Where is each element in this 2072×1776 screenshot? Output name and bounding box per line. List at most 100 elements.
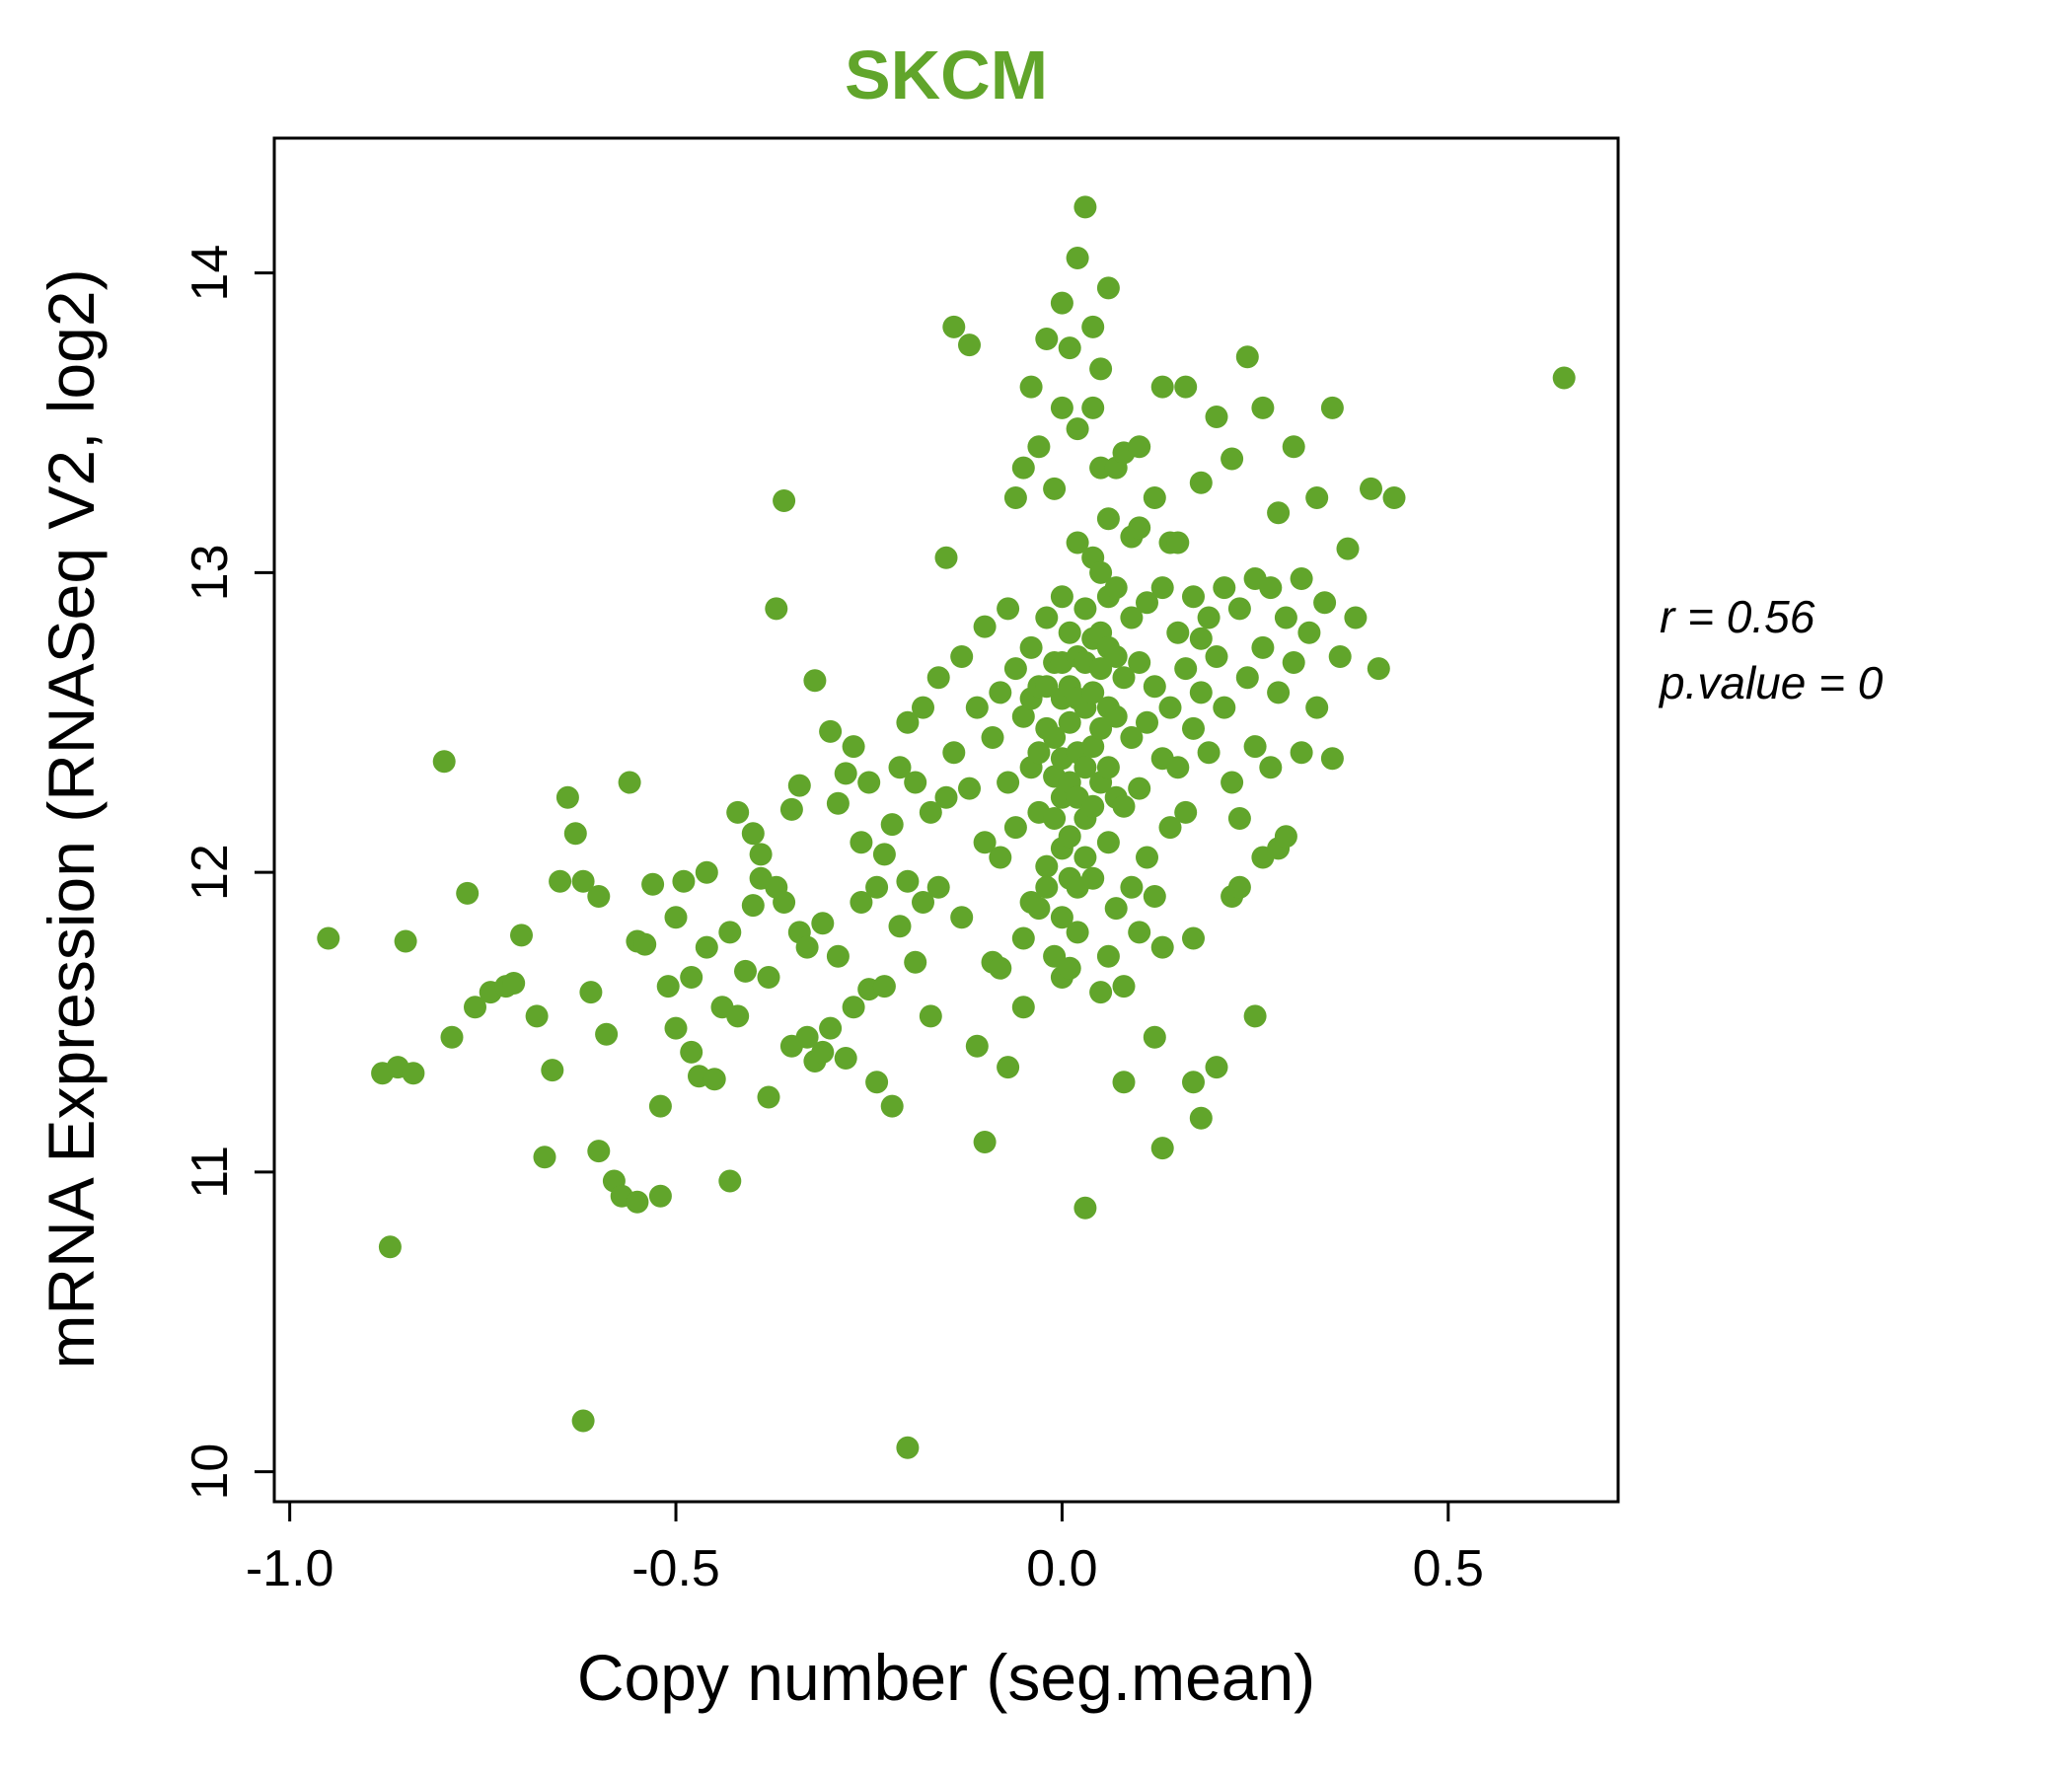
data-point — [1189, 1106, 1213, 1130]
data-point — [1274, 825, 1297, 849]
data-point — [1066, 921, 1089, 944]
data-point — [926, 666, 950, 690]
data-point — [919, 1004, 942, 1028]
data-point — [757, 966, 780, 989]
data-point — [912, 696, 934, 719]
data-point — [1136, 846, 1158, 869]
data-point — [1128, 516, 1151, 540]
correlation-annotation: r = 0.56 p.value = 0 — [1660, 584, 1883, 715]
data-point — [1011, 926, 1035, 950]
data-point — [1150, 1137, 1174, 1160]
data-point — [541, 1059, 564, 1082]
data-point — [394, 929, 417, 953]
data-point — [997, 597, 1020, 621]
data-point — [579, 981, 603, 1004]
data-point — [680, 1040, 703, 1064]
data-point — [1019, 375, 1043, 399]
data-point — [1096, 756, 1120, 779]
data-point — [1089, 657, 1113, 681]
data-point — [656, 975, 680, 999]
data-point — [1073, 195, 1097, 219]
data-point — [1104, 897, 1128, 921]
data-point — [1274, 606, 1297, 629]
x-axis-label: Copy number (seg.mean) — [576, 1641, 1316, 1714]
data-point — [1189, 471, 1213, 494]
data-point — [1050, 396, 1073, 419]
data-point — [1081, 681, 1105, 704]
data-point — [1182, 926, 1205, 950]
data-point — [695, 935, 718, 959]
data-point — [1150, 576, 1174, 600]
x-tick-label: -0.5 — [631, 1540, 720, 1597]
data-point — [1227, 597, 1251, 621]
data-point — [834, 762, 857, 785]
data-point — [587, 885, 611, 908]
data-point — [1081, 866, 1105, 890]
data-point — [1166, 531, 1190, 555]
data-point — [965, 1034, 989, 1058]
data-point — [997, 1056, 1020, 1079]
data-point — [1120, 875, 1144, 899]
data-point — [1552, 366, 1576, 390]
data-point — [1073, 756, 1097, 779]
data-point — [1058, 621, 1081, 644]
data-point — [1112, 794, 1136, 818]
data-point — [1096, 831, 1120, 854]
data-point — [1096, 507, 1120, 531]
data-point — [1128, 435, 1151, 459]
data-point — [997, 771, 1020, 794]
data-point — [904, 950, 927, 974]
data-point — [1221, 771, 1244, 794]
data-point — [1227, 807, 1251, 830]
data-point — [1235, 666, 1259, 690]
y-tick-label: 14 — [182, 245, 239, 302]
data-point — [888, 915, 912, 938]
data-point — [1251, 396, 1275, 419]
data-point — [1003, 657, 1027, 681]
data-point — [317, 926, 340, 950]
data-point — [1120, 606, 1144, 629]
data-point — [912, 891, 934, 914]
data-point — [1035, 328, 1059, 350]
data-point — [1182, 716, 1205, 740]
data-point — [1050, 585, 1073, 609]
data-point — [779, 797, 803, 821]
data-point — [1035, 875, 1059, 899]
data-point — [1089, 981, 1113, 1004]
data-point — [1166, 621, 1190, 644]
data-point — [626, 1190, 649, 1214]
data-point — [773, 891, 796, 914]
data-point — [741, 894, 765, 918]
data-point — [1243, 735, 1267, 759]
data-point — [618, 771, 641, 794]
data-point — [1128, 921, 1151, 944]
data-point — [525, 1004, 549, 1028]
data-point — [865, 1071, 889, 1094]
data-point — [989, 956, 1012, 980]
data-point — [1305, 696, 1329, 719]
data-point — [1050, 291, 1073, 315]
data-point — [1205, 645, 1228, 668]
x-tick-label: 0.0 — [1026, 1540, 1097, 1597]
data-point — [664, 1016, 688, 1040]
data-point — [741, 822, 765, 846]
data-point — [648, 1094, 672, 1118]
data-point — [934, 785, 958, 809]
data-point — [1120, 726, 1144, 749]
data-point — [1043, 807, 1067, 830]
data-point — [1267, 681, 1291, 704]
data-point — [865, 875, 889, 899]
data-point — [1143, 885, 1166, 908]
data-point — [1227, 875, 1251, 899]
data-point — [1150, 935, 1174, 959]
data-point — [1043, 726, 1067, 749]
data-point — [880, 1094, 904, 1118]
data-point — [765, 597, 788, 621]
data-point — [826, 944, 850, 968]
data-point — [648, 1184, 672, 1208]
data-point — [1027, 435, 1051, 459]
data-point — [1251, 635, 1275, 659]
data-point — [1189, 681, 1213, 704]
